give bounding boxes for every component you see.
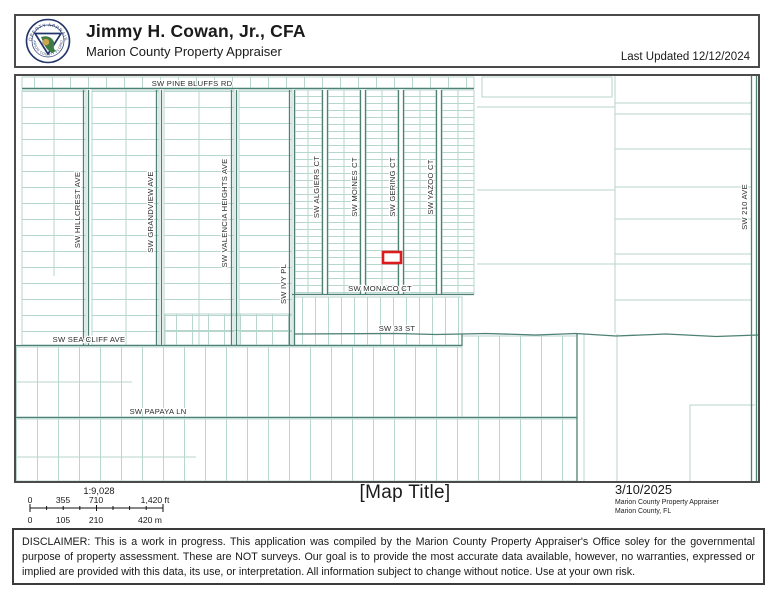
highlighted-parcel[interactable] (381, 250, 403, 265)
credit-county: Marion County, FL (615, 507, 672, 515)
credit-office: Marion County Property Appraiser (615, 498, 719, 506)
street-label-33-st: SW 33 ST (379, 324, 416, 333)
street-label-210-ave: SW 210 AVE (740, 184, 749, 230)
scale-ruler (29, 504, 164, 512)
scale-m-0: 0 (27, 515, 33, 525)
street-label-pine-bluffs: SW PINE BLUFFS RD (152, 79, 233, 88)
scale-ratio: 1:9,028 (83, 485, 115, 496)
scale-ft-710: 710 (88, 495, 104, 505)
parcel-blocks-west (21, 89, 293, 346)
street-label-ivy: SW IVY PL (279, 264, 288, 304)
appraiser-name-title: Jimmy H. Cowan, Jr., CFA (86, 21, 306, 41)
parcel-blocks-south (16, 334, 755, 481)
parcel-map-canvas[interactable]: SW PINE BLUFFS RD SW MONACO CT SW SEA CL… (16, 76, 758, 481)
street-lines (16, 76, 758, 481)
county-seal-logo: PROPERTY APPRAISER MARION COUNTY FLORIDA (25, 18, 71, 64)
street-label-algiers: SW ALGIERS CT (312, 156, 321, 218)
street-label-monaco: SW MONACO CT (348, 284, 412, 293)
parcel-blocks-center-east (477, 76, 751, 333)
street-label-gering: SW GERING CT (388, 157, 397, 217)
map-title-placeholder: [Map Title] (359, 482, 451, 503)
parcel-blocks-mid-south (164, 296, 463, 346)
street-label-valencia: SW VALENCIA HEIGHTS AVE (220, 159, 229, 268)
map-credits: 3/10/2025 Marion County Property Apprais… (615, 482, 719, 516)
street-label-yazoo: SW YAZOO CT (426, 159, 435, 214)
scale-ft-0: 0 (27, 495, 33, 505)
office-subtitle: Marion County Property Appraiser (86, 44, 282, 59)
street-label-moines: SW MOINES CT (350, 157, 359, 217)
disclaimer-text: DISCLAIMER: This is a work in progress. … (12, 528, 765, 585)
scale-bar: 1:9,028 0 355 710 1,420 ft 0 105 210 420… (25, 483, 200, 528)
scale-m-105: 105 (55, 515, 71, 525)
map-viewport[interactable]: SW PINE BLUFFS RD SW MONACO CT SW SEA CL… (14, 74, 760, 483)
scale-m-420: 420 m (138, 515, 162, 525)
scale-m-210: 210 (88, 515, 104, 525)
seal-triangle (33, 32, 63, 56)
scale-ft-1420: 1,420 ft (140, 495, 170, 505)
map-date: 3/10/2025 (615, 482, 672, 497)
street-label-hillcrest: SW HILLCREST AVE (73, 172, 82, 248)
header: PROPERTY APPRAISER MARION COUNTY FLORIDA… (14, 14, 760, 68)
street-label-sea-cliff: SW SEA CLIFF AVE (53, 335, 126, 344)
street-label-papaya: SW PAPAYA LN (130, 407, 187, 416)
last-updated-label: Last Updated 12/12/2024 (620, 51, 750, 63)
street-label-grandview: SW GRANDVIEW AVE (146, 171, 155, 253)
seal-sun-emblem (42, 38, 50, 46)
scale-ft-355: 355 (55, 495, 71, 505)
street-labels: SW PINE BLUFFS RD SW MONACO CT SW SEA CL… (51, 78, 750, 417)
